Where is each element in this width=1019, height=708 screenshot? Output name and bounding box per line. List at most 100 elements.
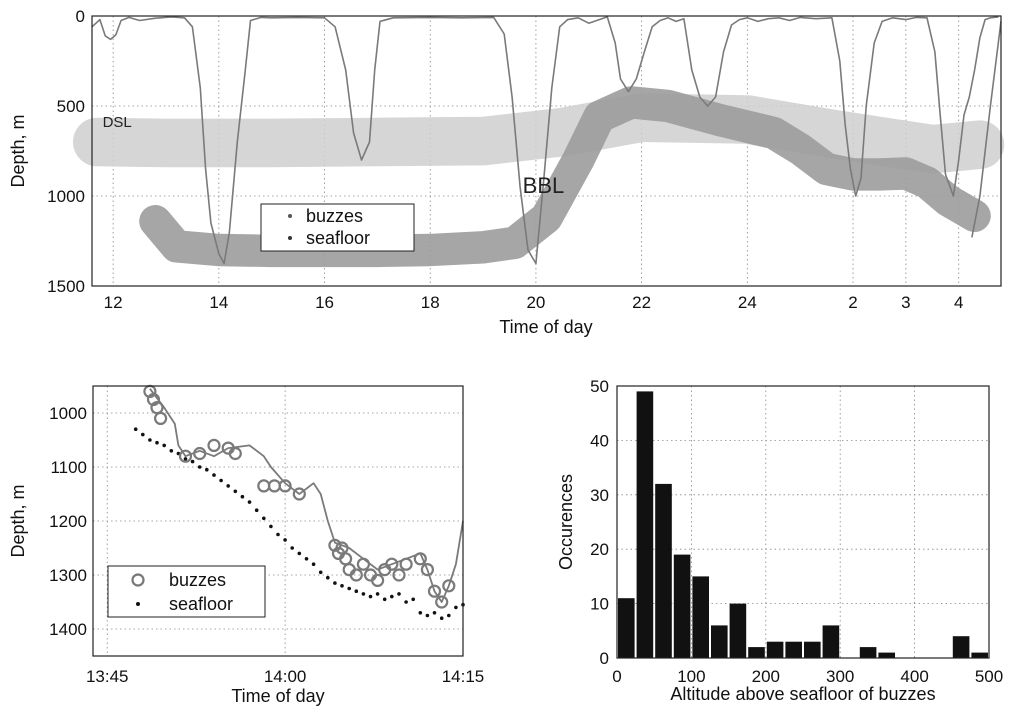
top-x-tick-label: 20 (526, 293, 545, 312)
seafloor-point (290, 546, 294, 550)
top-y-tick-label: 1000 (47, 187, 85, 206)
histogram-y-axis-label: Occurences (556, 474, 576, 570)
top-x-tick-label: 18 (421, 293, 440, 312)
histogram-bar (804, 642, 821, 658)
histogram-plot-frame (617, 386, 989, 658)
seafloor-point (255, 508, 259, 512)
seafloor-point (312, 562, 316, 566)
histogram-bar (655, 484, 672, 658)
top-y-tick-label: 0 (76, 7, 85, 26)
seafloor-point (447, 614, 451, 618)
top-x-tick-label: 14 (209, 293, 228, 312)
histogram-bar (971, 653, 988, 658)
histogram-bar (748, 647, 765, 658)
histogram-bars (618, 391, 988, 658)
top-legend-buzzes-label: buzzes (306, 206, 363, 226)
top-x-tick-label: 22 (632, 293, 651, 312)
seafloor-point (305, 557, 309, 561)
seafloor-point (383, 598, 387, 602)
histogram-y-tick-label: 30 (590, 486, 609, 505)
seafloor-point (454, 606, 458, 610)
histogram-bar (953, 636, 970, 658)
top-legend-buzzes-marker (288, 214, 292, 218)
zoom-y-tick-label: 1000 (49, 404, 87, 423)
histogram-y-tick-label: 20 (590, 540, 609, 559)
annotation-dsl: DSL (103, 114, 132, 131)
seafloor-point (170, 449, 174, 453)
zoomed-dive-chart: 13:45 14:00 14:1510001100120013001400 buzz… (8, 386, 484, 706)
buzz-point (194, 448, 205, 459)
seafloor-point (347, 587, 351, 591)
histogram-bar (767, 642, 784, 658)
seafloor-point (355, 589, 359, 593)
histogram-bar (618, 598, 635, 658)
zoom-y-tick-label: 1200 (49, 512, 87, 531)
top-x-tick-label: 3 (901, 293, 910, 312)
seafloor-point (148, 438, 152, 442)
annotation-bbl: BBL (523, 173, 565, 198)
zoom-legend: buzzes seafloor (108, 566, 265, 617)
seafloor-point (426, 614, 430, 618)
histogram-y-tick-label: 10 (590, 595, 609, 614)
seafloor-point (333, 581, 337, 585)
seafloor-point (155, 441, 159, 445)
seafloor-point (184, 457, 188, 461)
seafloor-point (226, 484, 230, 488)
zoom-y-tick-label: 1100 (50, 458, 87, 477)
buzz-point (358, 559, 369, 570)
seafloor-point (134, 427, 138, 431)
seafloor-point (326, 576, 330, 580)
histogram-x-tick-label: 0 (612, 667, 621, 686)
seafloor-point (283, 538, 287, 542)
histogram-y-tick-label: 40 (590, 431, 609, 450)
top-y-tick-label: 500 (57, 97, 85, 116)
histogram-y-tick-label: 50 (590, 377, 609, 396)
top-x-tick-label: 2 (848, 293, 857, 312)
zoom-x-tick-label: 14:00 (264, 667, 307, 686)
seafloor-point (397, 592, 401, 596)
seafloor-point (248, 500, 252, 504)
zoom-x-tick-label: 14:15 (442, 667, 485, 686)
seafloor-point (376, 592, 380, 596)
buzz-point (258, 480, 269, 491)
seafloor-point (241, 495, 245, 499)
dive-profile-chart: 12 14 16 18 20 22 24 2 3 4050010001500 DSL BBL bu… (8, 7, 1001, 337)
buzz-point (155, 413, 166, 424)
zoom-tick-labels: 13:45 14:00 14:15 1000 1100 1200 1300 1400 (49, 404, 484, 686)
zoom-x-axis-label: Time of day (231, 686, 324, 706)
buzz-point (209, 440, 220, 451)
histogram-bar (860, 647, 877, 658)
seafloor-point (369, 595, 373, 599)
top-y-tick-label: 1500 (47, 277, 85, 296)
histogram-bar (878, 653, 895, 658)
zoom-x-tick-label: 13:45 (86, 667, 129, 686)
zoom-legend-seafloor-label: seafloor (169, 594, 233, 614)
histogram-bar (674, 555, 691, 658)
histogram-bar (692, 576, 709, 658)
histogram-bar (730, 604, 747, 658)
histogram-y-tick-label: 0 (600, 649, 609, 668)
seafloor-point (319, 571, 323, 575)
zoom-y-tick-label: 1300 (49, 566, 87, 585)
histogram-x-tick-label: 500 (975, 667, 1003, 686)
top-x-tick-label: 4 (954, 293, 963, 312)
histogram-bar (711, 625, 728, 658)
seafloor-point (362, 592, 366, 596)
top-x-tick-label: 12 (104, 293, 123, 312)
seafloor-point (276, 533, 280, 537)
top-legend-seafloor-label: seafloor (306, 228, 370, 248)
seafloor-point (411, 598, 415, 602)
histogram-gridlines (617, 386, 989, 658)
buzz-point (401, 559, 412, 570)
seafloor-point (269, 525, 273, 529)
seafloor-point (404, 600, 408, 604)
seafloor-point (205, 468, 209, 472)
altitude-histogram: 0 100 200 300 400 500 0 10 20 30 40 50 Altitude abo… (556, 377, 1003, 704)
seafloor-point (340, 584, 344, 588)
seafloor-point (390, 595, 394, 599)
top-legend-seafloor-marker (288, 236, 292, 240)
top-x-tick-label: 24 (738, 293, 757, 312)
seafloor-point (234, 490, 238, 494)
zoom-y-axis-label: Depth, m (8, 484, 28, 557)
seafloor-point (433, 611, 437, 615)
